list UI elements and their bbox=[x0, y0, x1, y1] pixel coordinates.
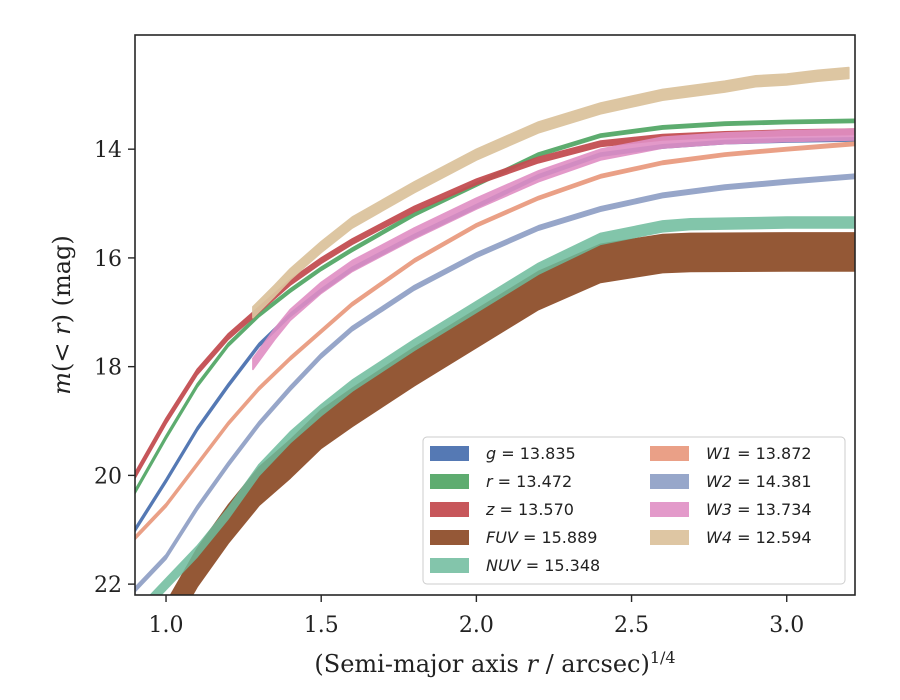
y-tick-label: 14 bbox=[94, 138, 122, 163]
legend-label-w4: W4 = 12.594 bbox=[706, 528, 812, 547]
legend-label-w2: W2 = 14.381 bbox=[706, 472, 812, 491]
y-tick-label: 18 bbox=[94, 356, 122, 381]
y-tick-label: 16 bbox=[94, 247, 122, 272]
legend-box bbox=[422, 436, 846, 585]
axes-layer: 1.0 1.5 2.0 2.5 3.0 14 16 18 20 22 (Semi-major axi… bbox=[48, 34, 856, 679]
legend-swatch-r bbox=[430, 474, 469, 489]
series-nuv-band bbox=[149, 216, 855, 595]
y-tick-label: 22 bbox=[94, 573, 122, 598]
y-tick-label: 20 bbox=[94, 464, 122, 489]
x-tick-label: 3.0 bbox=[769, 613, 804, 638]
legend-swatch-w2 bbox=[650, 474, 689, 489]
x-tick-label: 1.0 bbox=[149, 613, 184, 638]
legend-swatch-w1 bbox=[650, 446, 689, 461]
legend-label-g: g = 13.835 bbox=[486, 444, 576, 463]
series-w3-band bbox=[252, 128, 855, 371]
legend-swatch-w3 bbox=[650, 502, 689, 517]
legend-label-w1: W1 = 13.872 bbox=[706, 444, 812, 463]
x-tick-label: 2.0 bbox=[459, 613, 494, 638]
x-tick-label: 2.5 bbox=[614, 613, 649, 638]
legend-swatch-z bbox=[430, 502, 469, 517]
legend-label-nuv: NUV = 15.348 bbox=[486, 556, 600, 575]
series-w1-band bbox=[135, 141, 855, 541]
legend-swatch-fuv bbox=[430, 530, 469, 545]
legend-label-w3: W3 = 13.734 bbox=[706, 500, 812, 519]
series-layer bbox=[135, 66, 855, 595]
series-w2-band bbox=[135, 173, 855, 593]
series-w4-band bbox=[252, 66, 850, 319]
legend-label-fuv: FUV = 15.889 bbox=[486, 528, 597, 547]
plot-frame bbox=[134, 34, 856, 596]
legend-swatch-g bbox=[430, 446, 469, 461]
series-z-band bbox=[135, 128, 855, 479]
x-axis-title: (Semi-major axis r / arcsec)1/4 bbox=[314, 648, 675, 679]
legend-swatch-w4 bbox=[650, 530, 689, 545]
series-r-band bbox=[135, 118, 855, 495]
legend-swatch-nuv bbox=[430, 558, 469, 573]
legend-label-r: r = 13.472 bbox=[486, 472, 572, 491]
legend-label-z: z = 13.570 bbox=[485, 500, 574, 519]
legend: g = 13.835 r = 13.472 z = 13.570 FUV = 15.8… bbox=[422, 436, 846, 585]
x-tick-label: 1.5 bbox=[304, 613, 339, 638]
y-axis-title: m(< r) (mag) bbox=[48, 235, 76, 395]
